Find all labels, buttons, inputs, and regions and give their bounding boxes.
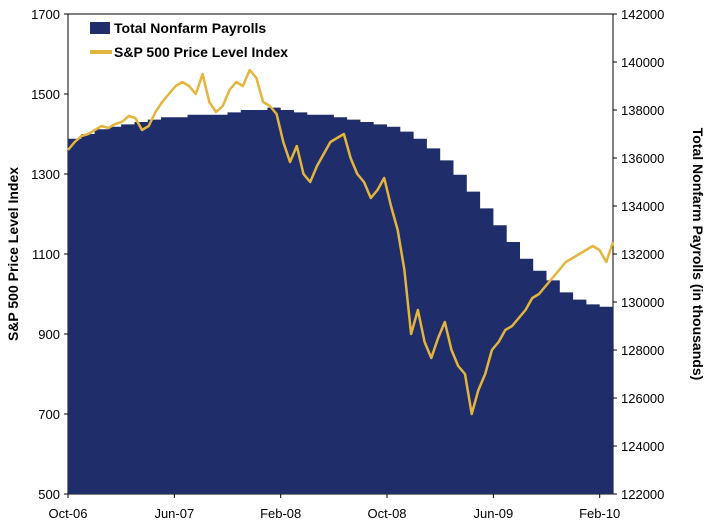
right-tick-label: 128000: [621, 343, 664, 358]
right-axis-title: Total Nonfarm Payrolls (in thousands): [690, 128, 706, 381]
x-tick-label: Jun-09: [473, 506, 513, 521]
right-tick-label: 126000: [621, 391, 664, 406]
right-tick-label: 122000: [621, 487, 664, 502]
legend-label-payrolls: Total Nonfarm Payrolls: [114, 20, 266, 36]
legend: Total Nonfarm Payrolls S&P 500 Price Lev…: [90, 20, 288, 60]
right-tick-label: 136000: [621, 151, 664, 166]
left-tick-label: 700: [38, 407, 60, 422]
left-tick-label: 1300: [31, 167, 60, 182]
right-axis-ticks: 122000 124000 126000 128000 130000 132000 1340…: [613, 7, 664, 502]
right-tick-label: 138000: [621, 103, 664, 118]
left-tick-label: 500: [38, 487, 60, 502]
right-tick-label: 132000: [621, 247, 664, 262]
left-tick-label: 1100: [32, 247, 60, 262]
sp500-line-layer: [67, 68, 615, 416]
right-tick-label: 130000: [621, 295, 664, 310]
right-tick-label: 142000: [621, 7, 664, 22]
x-tick-label: Oct-06: [48, 506, 87, 521]
right-tick-label: 140000: [621, 55, 664, 70]
sp500-line: [67, 68, 615, 416]
x-axis-ticks: Oct-06 Jun-07 Feb-08 Oct-08 Jun-09 Feb-10: [48, 494, 620, 521]
left-tick-label: 900: [38, 327, 60, 342]
x-tick-label: Oct-08: [368, 506, 407, 521]
left-axis-ticks: 500 700 900 1100 1300 1500 1700: [31, 7, 68, 502]
right-tick-label: 134000: [621, 199, 664, 214]
left-tick-label: 1500: [31, 87, 60, 102]
x-tick-label: Feb-08: [260, 506, 301, 521]
right-tick-label: 124000: [621, 439, 664, 454]
x-tick-label: Feb-10: [579, 506, 620, 521]
left-axis-title: S&P 500 Price Level Index: [5, 167, 21, 341]
legend-swatch-payrolls: [90, 22, 110, 34]
legend-label-sp500: S&P 500 Price Level Index: [114, 44, 288, 60]
x-tick-label: Jun-07: [154, 506, 194, 521]
left-tick-label: 1700: [31, 7, 60, 22]
